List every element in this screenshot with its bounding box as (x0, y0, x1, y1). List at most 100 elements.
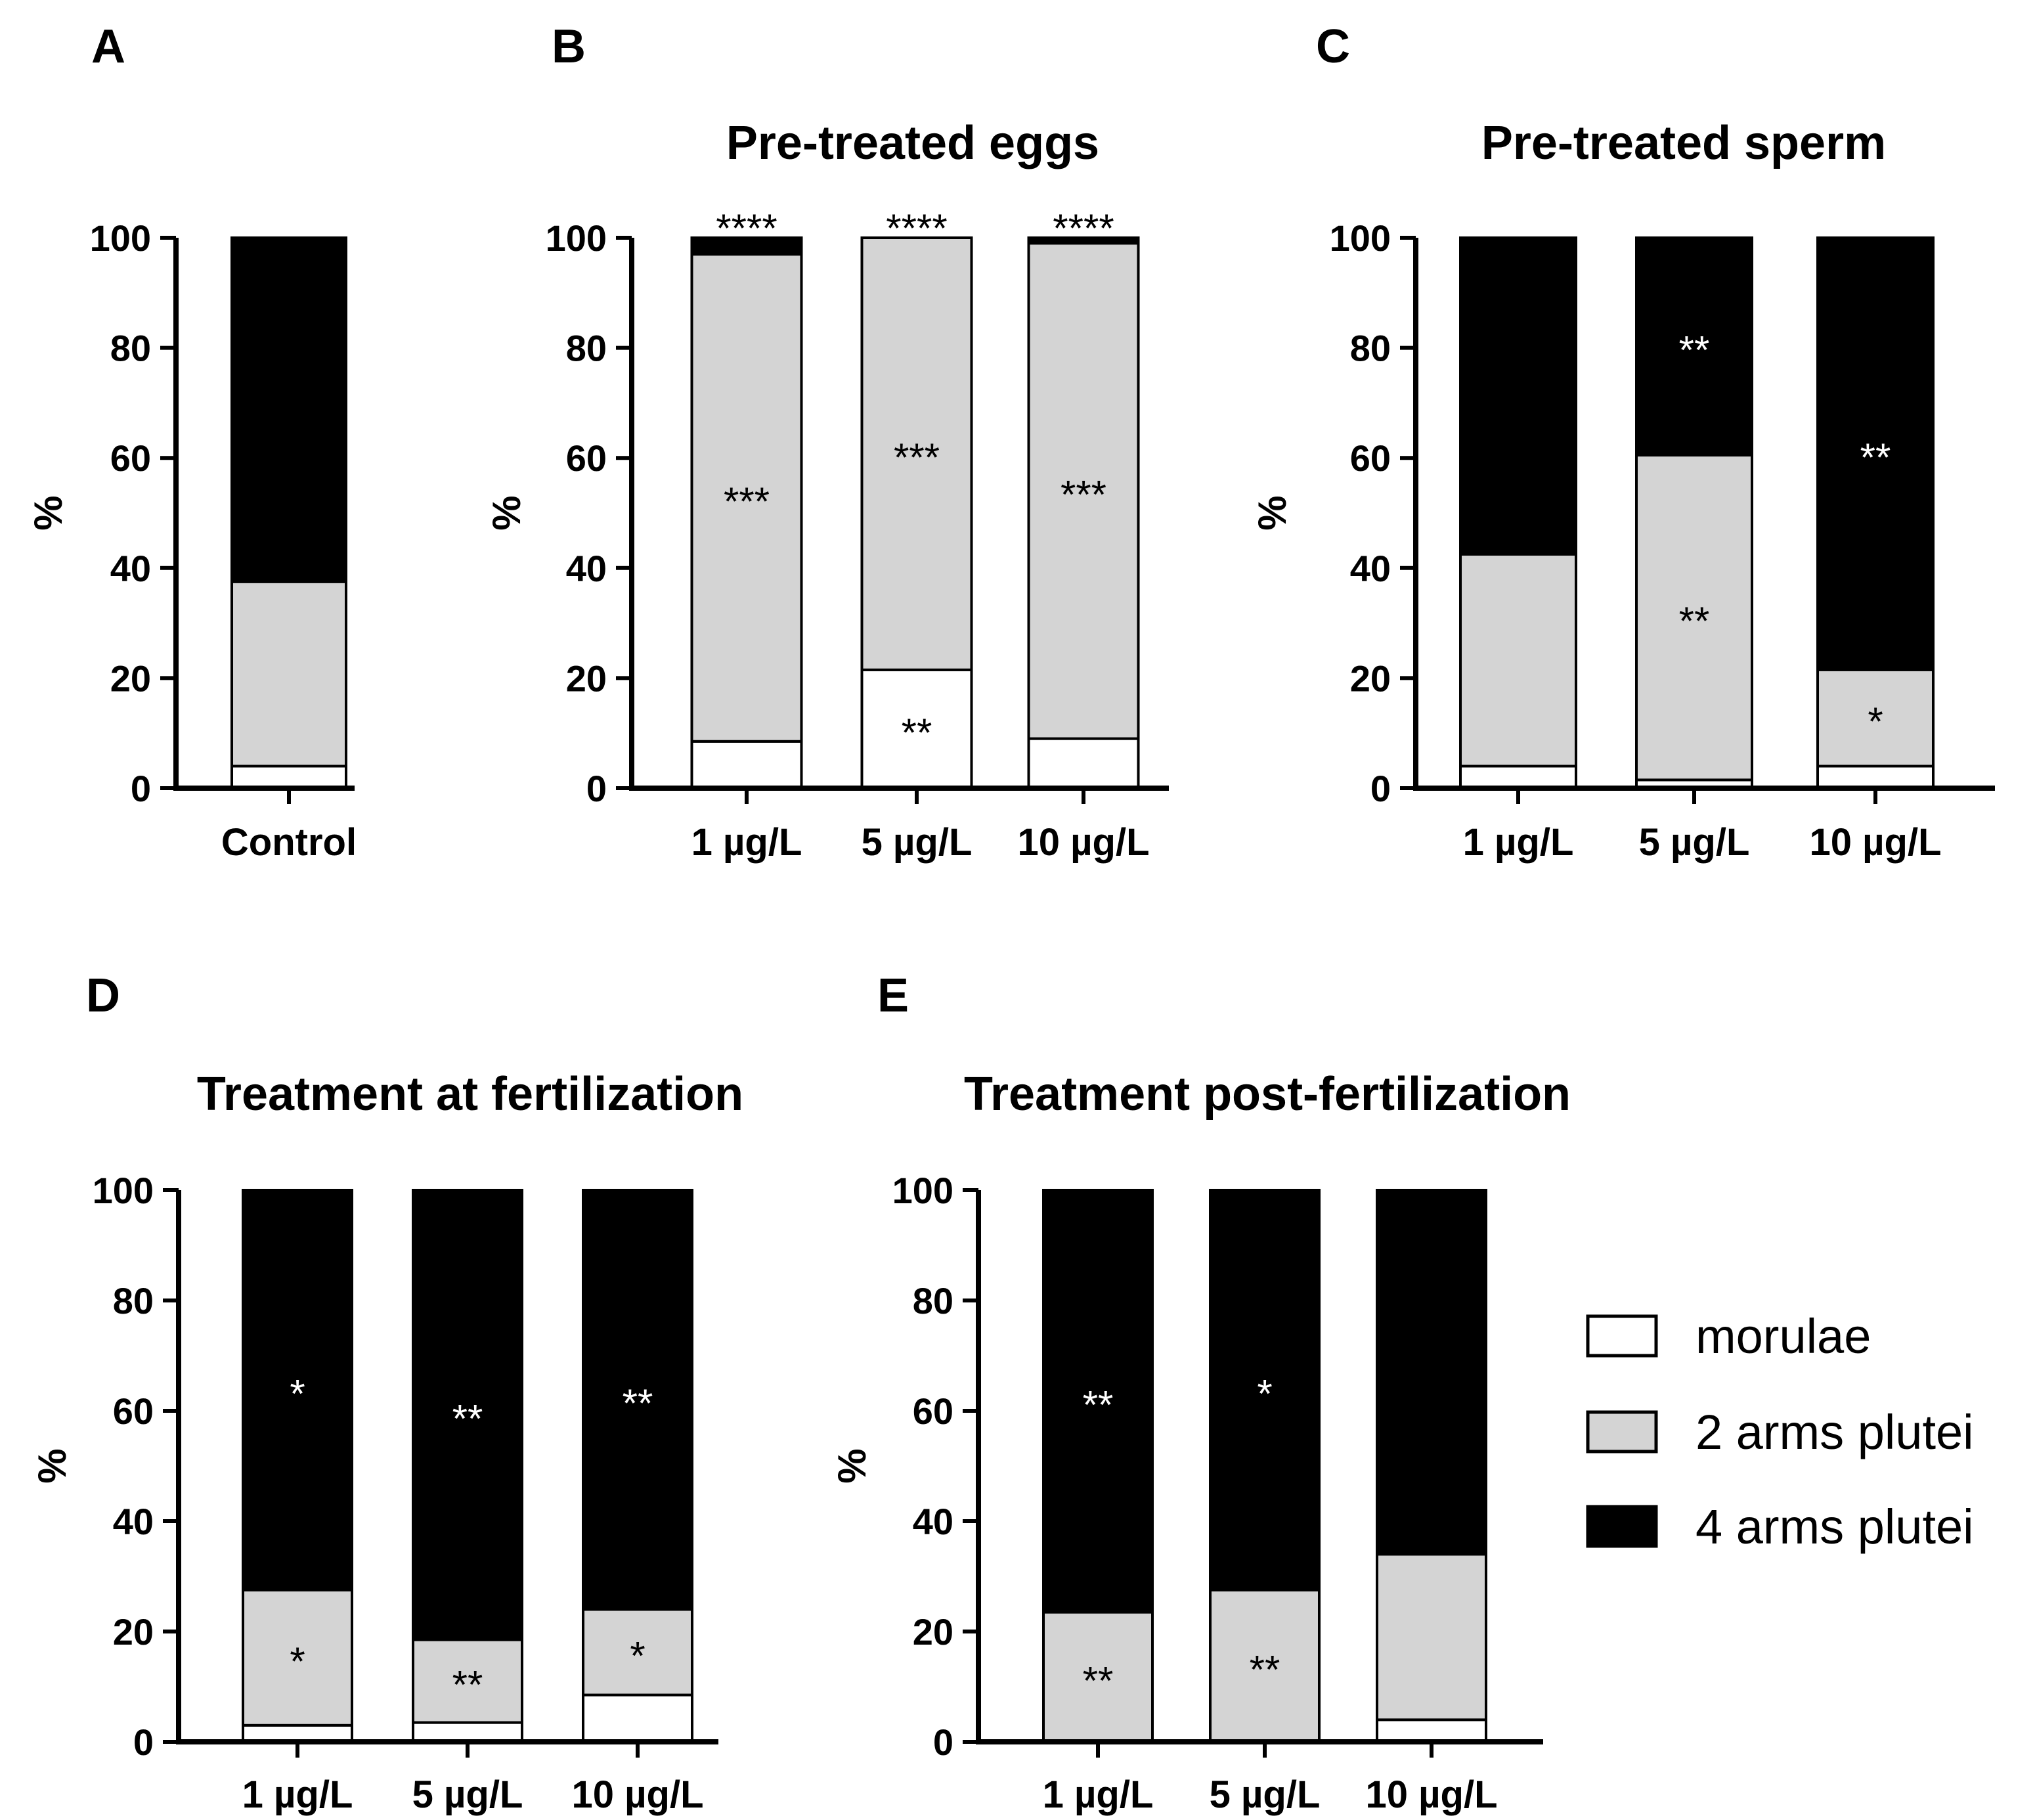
bars (242, 1189, 693, 1744)
y-tick-label: 0 (131, 768, 151, 809)
significance-mark: *** (1061, 472, 1106, 516)
y-axis-label: % (1250, 495, 1294, 530)
significance-mark: ** (1679, 328, 1710, 372)
bar-segment-morulae (230, 765, 347, 789)
significance-mark: *** (894, 435, 940, 479)
y-tick-label: 0 (586, 768, 607, 809)
y-axis-label: % (26, 495, 70, 530)
y-tick-label: 20 (110, 657, 151, 699)
panel-title: Pre-treated eggs (726, 117, 1099, 169)
y-tick-label: 20 (566, 657, 607, 699)
significance-mark: ** (902, 711, 932, 755)
bar-segment-4-arms-plutei (230, 236, 347, 583)
y-tick-label: 40 (1350, 548, 1391, 589)
panel-title: Pre-treated sperm (1481, 117, 1886, 169)
y-tick-label: 20 (913, 1611, 953, 1653)
significance-mark: **** (716, 206, 777, 250)
bar-segment-4-arms-plutei (1459, 236, 1577, 556)
significance-mark: * (290, 1639, 305, 1683)
legend-swatch-2-arms-plutei (1586, 1410, 1658, 1454)
category-label: 1 µg/L (1043, 1773, 1154, 1816)
bar-segment-morulae (1816, 765, 1935, 789)
category-label: 5 µg/L (1210, 1773, 1321, 1816)
significance-marks: **** **** *************** (716, 206, 1114, 755)
y-tick-label: 100 (93, 1170, 154, 1211)
bar-segment-4-arms-plutei (1042, 1189, 1154, 1614)
category-label: 1 µg/L (691, 821, 802, 864)
bar-segment-4-arms-plutei (412, 1189, 523, 1641)
y-tick-label: 80 (913, 1280, 953, 1321)
bar-segment-morulae (860, 668, 973, 790)
significance-mark: ** (623, 1381, 653, 1425)
legend-label-4-arms-plutei: 4 arms plutei (1696, 1499, 1974, 1554)
bar-segment-4-arms-plutei (1816, 236, 1935, 671)
y-tick-label: 100 (1330, 217, 1391, 259)
significance-mark: ** (452, 1663, 483, 1707)
bar-segment-2-arms-plutei (242, 1589, 353, 1727)
y-axis-label: % (485, 495, 529, 530)
significance-mark: ** (1083, 1658, 1114, 1702)
legend: morulae 2 arms plutei 4 arms plutei (1586, 1309, 1974, 1554)
y-tick-label: 0 (933, 1721, 953, 1763)
significance-mark: * (630, 1634, 645, 1678)
category-label: 10 µg/L (1365, 1773, 1497, 1816)
bar-segment-morulae (582, 1693, 693, 1744)
y-tick-label: 40 (913, 1501, 953, 1542)
panel-b: B Pre-treated eggs% 0 20 40 60 80 100 1 µg/L 5 µg… (485, 20, 1169, 864)
panel-e: E Treatment post-fertilization% 0 20 40 60 80 1… (830, 969, 1571, 1816)
category-label: 1 µg/L (1463, 821, 1574, 864)
y-tick-label: 60 (110, 437, 151, 479)
bars (1042, 1189, 1487, 1744)
significance-mark: ** (1679, 599, 1710, 643)
significance-mark: ** (1860, 435, 1891, 479)
panel-title: Treatment post-fertilization (964, 1068, 1571, 1121)
bar-segment-morulae (1376, 1718, 1487, 1743)
bar-segment-4-arms-plutei (690, 236, 803, 256)
significance-mark: * (1257, 1372, 1272, 1416)
significance-mark: *** (724, 479, 770, 523)
y-tick-label: 60 (913, 1390, 953, 1432)
panel-letter: D (86, 969, 120, 1022)
y-tick-label: 100 (546, 217, 607, 259)
y-tick-label: 80 (566, 328, 607, 369)
bar-segment-4-arms-plutei (582, 1189, 693, 1611)
panel-letter: B (552, 20, 586, 73)
bars (690, 236, 1140, 790)
y-tick-label: 80 (110, 328, 151, 369)
bar-segment-2-arms-plutei (690, 253, 803, 743)
y-tick-label: 20 (113, 1611, 154, 1653)
significance-mark: * (1868, 699, 1883, 744)
bar-segment-2-arms-plutei (1376, 1553, 1487, 1721)
bar-segment-4-arms-plutei (1635, 236, 1753, 457)
bar-segment-2-arms-plutei (230, 580, 347, 768)
bars (230, 236, 347, 789)
significance-marks: *** ****** (290, 1372, 653, 1707)
panel-a: A% 0 20 40 60 80 100 Control (26, 20, 357, 864)
y-axis-label: % (830, 1448, 874, 1483)
panel-letter: E (877, 969, 909, 1022)
y-tick-label: 40 (110, 548, 151, 589)
bar-segment-morulae (1459, 765, 1577, 789)
bar-segment-4-arms-plutei (1376, 1189, 1487, 1556)
y-tick-label: 0 (133, 1721, 154, 1763)
bar-segment-2-arms-plutei (1042, 1610, 1154, 1744)
y-tick-label: 40 (113, 1501, 154, 1542)
legend-swatch-4-arms-plutei (1586, 1505, 1658, 1548)
bar-segment-morulae (1027, 737, 1140, 789)
y-tick-label: 0 (1370, 768, 1391, 809)
bar-segment-morulae (412, 1721, 523, 1744)
bar-segment-4-arms-plutei (1209, 1189, 1321, 1591)
panel-title: Treatment at fertilization (197, 1068, 743, 1121)
category-label: Control (221, 821, 357, 864)
significance-mark: ** (452, 1396, 483, 1440)
y-tick-label: 60 (1350, 437, 1391, 479)
category-label: 10 µg/L (1017, 821, 1149, 864)
y-tick-label: 80 (1350, 328, 1391, 369)
bars (1459, 236, 1935, 790)
panel-letter: A (91, 20, 125, 73)
bar-segment-4-arms-plutei (1027, 236, 1140, 245)
bar-segment-morulae (690, 740, 803, 790)
legend-label-2-arms-plutei: 2 arms plutei (1696, 1405, 1974, 1459)
panels: A% 0 20 40 60 80 100 Control B Pre-treated eggs% 0… (26, 20, 1995, 1816)
